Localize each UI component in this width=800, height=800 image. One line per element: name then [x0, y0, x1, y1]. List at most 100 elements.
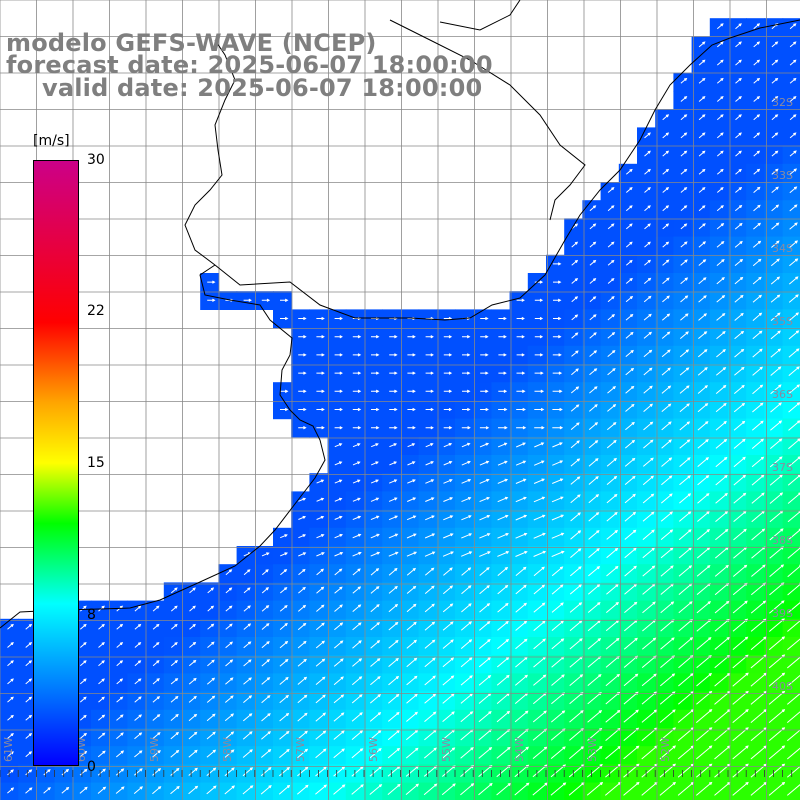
wind-arrow — [516, 389, 526, 393]
wind-arrow — [170, 587, 178, 594]
wind-arrow — [425, 371, 434, 375]
wind-arrow — [134, 750, 143, 758]
wind-arrow — [460, 657, 473, 668]
wind-arrow — [7, 769, 14, 776]
wind-arrow — [261, 713, 271, 722]
wind-arrow — [516, 316, 525, 321]
wind-arrow — [551, 532, 565, 539]
wind-arrow — [552, 407, 563, 412]
wind-arrow — [478, 711, 492, 723]
wind-arrow — [25, 769, 33, 776]
wind-arrow — [478, 747, 493, 759]
wind-arrow — [679, 367, 690, 376]
wind-arrow — [680, 150, 688, 157]
wind-arrow — [678, 637, 694, 650]
wind-arrow — [170, 749, 180, 758]
wind-arrow — [461, 515, 472, 521]
wind-arrow — [698, 259, 707, 266]
wind-arrow — [624, 601, 638, 613]
wind-arrow — [261, 605, 270, 612]
wind-arrow — [61, 768, 70, 776]
wind-arrow — [589, 296, 597, 303]
wind-arrow — [589, 205, 597, 212]
wind-arrow — [496, 710, 511, 723]
wind-arrow — [334, 586, 343, 594]
wind-arrow — [697, 475, 710, 486]
wind-arrow — [624, 475, 636, 485]
wind-arrow — [605, 601, 619, 613]
wind-arrow — [134, 696, 142, 703]
wind-arrow — [261, 569, 269, 576]
wind-arrow — [297, 622, 307, 631]
wind-arrow — [569, 602, 583, 613]
coastline — [0, 0, 800, 629]
wind-arrow — [751, 474, 765, 486]
wind-arrow — [515, 566, 527, 576]
wind-arrow — [732, 709, 749, 723]
wind-arrow — [442, 621, 454, 631]
wind-arrow — [478, 782, 493, 796]
wind-arrow — [532, 710, 547, 723]
wind-arrow — [515, 620, 528, 631]
wind-arrow — [442, 747, 456, 759]
wind-arrow — [388, 675, 400, 686]
wind-arrow — [660, 601, 675, 614]
wind-arrow — [133, 786, 143, 794]
wind-arrow — [534, 407, 545, 412]
wind-arrow — [425, 479, 435, 484]
wind-arrow — [534, 426, 545, 430]
wind-arrow — [243, 605, 251, 612]
wind-arrow — [352, 568, 361, 576]
wind-arrow — [770, 384, 782, 395]
wind-arrow — [607, 332, 616, 339]
wind-arrow — [516, 442, 526, 448]
wind-arrow — [371, 371, 380, 375]
wind-arrow — [461, 442, 471, 448]
wind-arrow — [170, 623, 178, 630]
wind-arrow — [644, 168, 651, 175]
colorbar-tick-0: 0 — [87, 759, 96, 775]
wind-arrow — [789, 186, 798, 194]
wind-arrow — [243, 623, 252, 630]
wind-arrow — [786, 711, 800, 723]
wind-arrow — [644, 187, 651, 193]
wind-arrow — [534, 316, 544, 321]
wind-arrow — [661, 421, 672, 431]
wind-arrow — [261, 552, 270, 557]
wind-arrow — [786, 765, 800, 778]
wind-arrow — [207, 641, 215, 648]
wind-arrow — [607, 296, 615, 303]
wind-arrow — [352, 443, 361, 448]
wind-arrow — [750, 582, 766, 596]
wind-arrow — [316, 389, 325, 393]
wind-arrow — [733, 528, 747, 541]
river-plate-north-coast — [214, 19, 800, 321]
wind-arrow — [551, 674, 565, 686]
colorbar-tick-22: 22 — [87, 303, 105, 319]
wind-arrow — [606, 565, 619, 577]
wind-arrow — [243, 298, 252, 302]
wind-arrow — [279, 605, 288, 612]
wind-arrow — [387, 747, 401, 759]
wind-arrow — [424, 567, 435, 576]
wind-arrow — [351, 784, 364, 795]
wind-arrow — [553, 280, 562, 284]
wind-arrow — [152, 678, 160, 685]
wind-arrow — [298, 515, 307, 520]
wind-arrow — [115, 786, 125, 794]
wind-arrow — [443, 426, 453, 430]
wind-arrow — [479, 567, 490, 576]
wind-arrow — [623, 691, 639, 705]
wind-arrow — [388, 497, 398, 502]
wind-arrow — [134, 642, 142, 648]
wind-arrow — [786, 693, 800, 705]
wind-arrow — [550, 728, 566, 741]
wind-arrow — [369, 694, 381, 704]
wind-arrow — [334, 426, 343, 430]
wind-arrow — [405, 747, 419, 759]
wind-arrow — [351, 766, 364, 777]
wind-arrow — [352, 586, 362, 594]
wind-arrow — [462, 389, 471, 393]
wind-arrow — [588, 404, 598, 412]
wind-arrow — [333, 640, 344, 649]
